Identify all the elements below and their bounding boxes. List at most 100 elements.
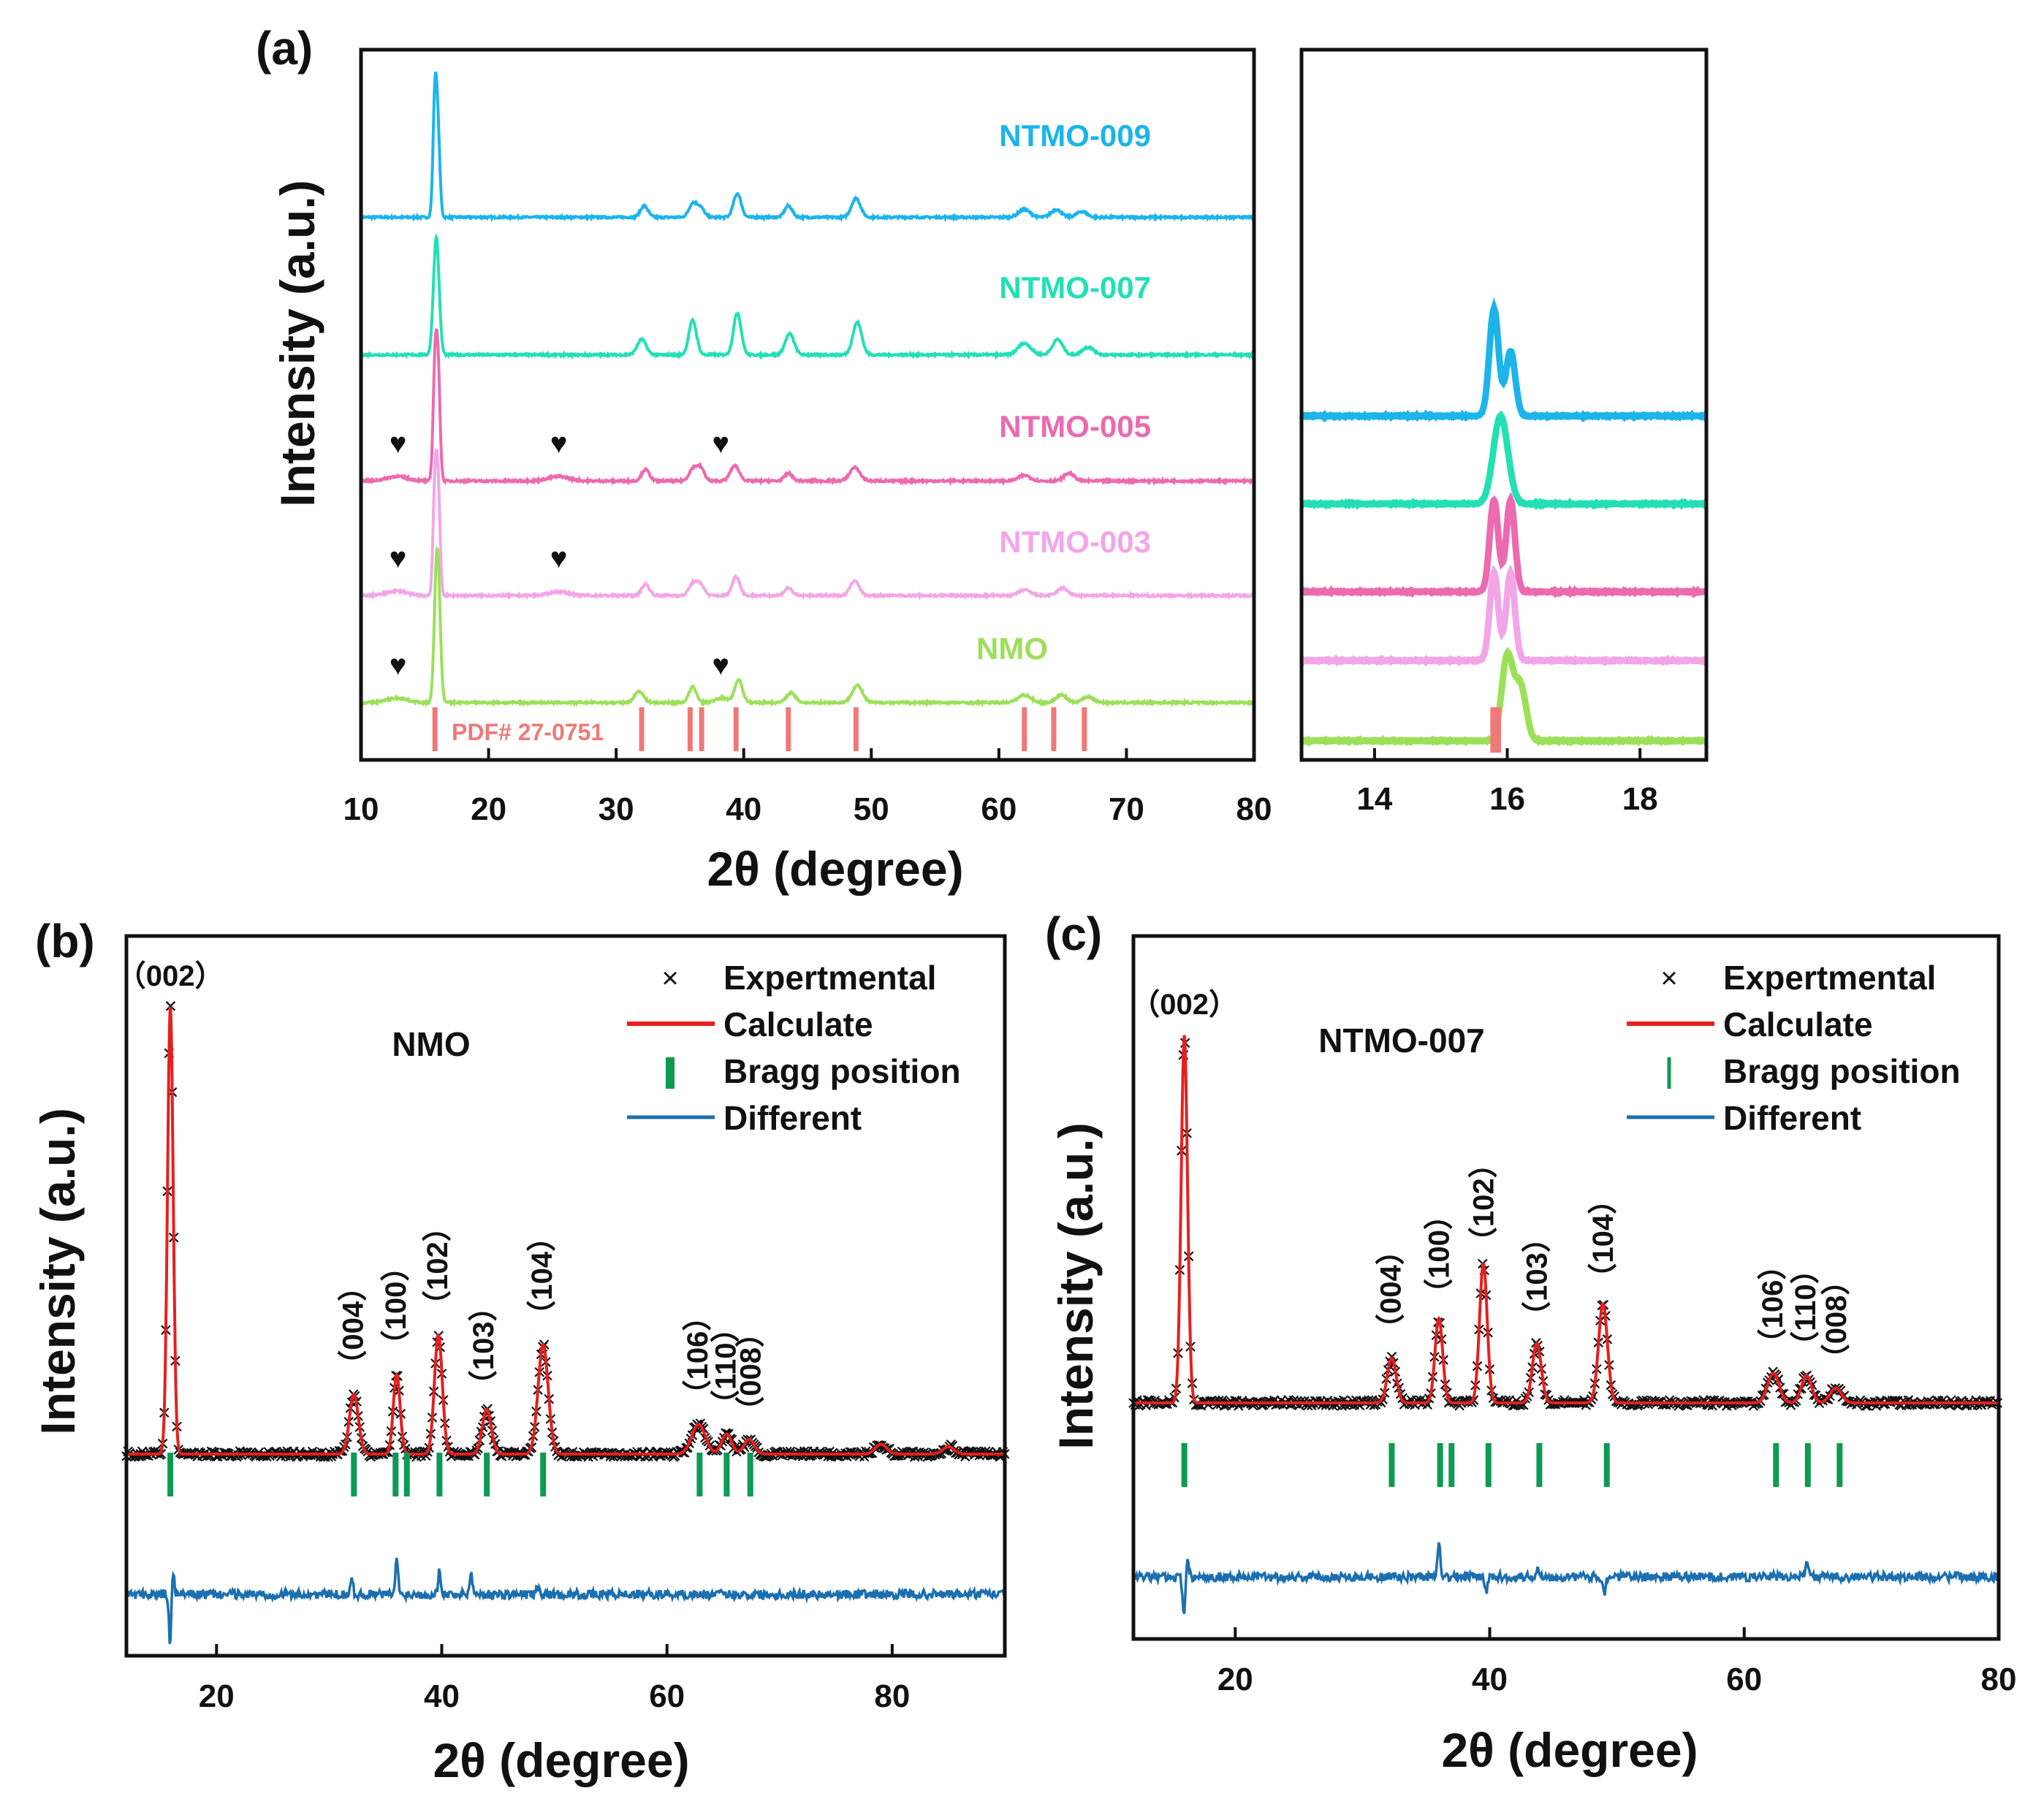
legend-c-diff-label: Different	[1723, 1099, 1861, 1137]
panel-a-traces	[360, 71, 1255, 708]
panel-c-x-ticks: 20 40 60 80	[1217, 1627, 2017, 1697]
series-label-ntmo-003: NTMO-003	[999, 525, 1151, 559]
x-tick-label: 60	[981, 791, 1017, 827]
x-tick-label: 50	[854, 791, 889, 827]
x-tick-label: 80	[1236, 791, 1272, 827]
heart-marker: ♥	[390, 542, 407, 574]
trace-ntmo-003	[360, 448, 1255, 601]
hkl-label: （104）	[1587, 1185, 1619, 1293]
x-tick-label: 10	[343, 791, 379, 827]
panel-a-x-axis-title: 2θ (degree)	[707, 842, 963, 896]
panel-c-letter: (c)	[1045, 908, 1102, 960]
panel-a-letter: (a)	[256, 22, 313, 75]
panel-b-legend: × Expertmental Calculate Bragg position …	[627, 959, 961, 1137]
series-label-ntmo-005: NTMO-005	[999, 409, 1151, 444]
inset-trace-nmo	[1299, 647, 1709, 747]
inset-trace-ntmo-005	[1299, 492, 1707, 598]
panel-b-x-ticks: 20 40 60 80	[199, 1644, 910, 1714]
panel-c-frame	[1131, 934, 2001, 1641]
panel-b-y-axis-title: Intensity (a.u.)	[31, 1108, 85, 1434]
inset-trace-ntmo-009	[1299, 297, 1709, 423]
hkl-label: （100）	[380, 1252, 412, 1360]
panel-a-impurity-markers: ♥ ♥ ♥ ♥ ♥ ♥ ♥	[390, 427, 729, 681]
calculated-curve	[126, 1007, 1005, 1456]
trace-ntmo-007	[360, 232, 1255, 360]
panel-b-sample-name: NMO	[392, 1025, 470, 1063]
series-label-ntmo-007: NTMO-007	[999, 270, 1151, 305]
panel-a-reference-label: PDF# 27-0751	[452, 719, 604, 745]
hkl-label: （106）	[682, 1302, 714, 1410]
inset-traces	[1299, 297, 1709, 747]
panel-c-x-axis-title: 2θ (degree)	[1441, 1723, 1698, 1777]
legend-c-calc-label: Calculate	[1723, 1005, 1873, 1043]
panel-b-letter: (b)	[35, 915, 95, 967]
series-label-ntmo-009: NTMO-009	[999, 118, 1151, 153]
legend-b-exp-symbol: ×	[661, 962, 678, 994]
inset-frame	[1299, 47, 1709, 762]
panel-c-plot	[1128, 1035, 2003, 1615]
inset-reference-lines	[1490, 707, 1501, 753]
x-tick-label: 40	[726, 791, 761, 827]
x-tick-label: 40	[1472, 1662, 1508, 1697]
panel-a: (a) Intensity (a.u.) 2θ (degree) PDF# 27…	[256, 22, 1272, 896]
panel-c-sample-name: NTMO-007	[1318, 1022, 1484, 1060]
legend-c-exp-symbol: ×	[1660, 962, 1677, 994]
panel-c: (c) Intensity (a.u.) 2θ (degree) NTMO-00…	[1045, 908, 2016, 1777]
x-tick-label: 20	[471, 791, 506, 827]
x-tick-label: 60	[1726, 1662, 1762, 1697]
x-tick-label: 40	[424, 1678, 460, 1714]
trace-ntmo-009	[360, 71, 1255, 223]
panel-a-x-ticks: 10 20 30 40 50 60 70 80	[343, 748, 1272, 827]
heart-marker: ♥	[550, 427, 568, 460]
heart-marker: ♥	[712, 427, 729, 460]
hkl-label: （110）	[710, 1313, 742, 1419]
experimental-points	[1128, 1038, 2003, 1411]
inset-x-tick-label: 18	[1622, 781, 1658, 817]
x-tick-label: 80	[874, 1678, 910, 1714]
trace-nmo	[360, 546, 1255, 708]
legend-b-diff-label: Different	[723, 1099, 862, 1137]
hkl-label: （106）	[1757, 1251, 1789, 1358]
x-tick-label: 30	[599, 791, 634, 827]
inset-trace-ntmo-003	[1300, 564, 1709, 667]
heart-marker: ♥	[550, 542, 568, 574]
panel-a-inset: 14 16 18	[1299, 47, 1709, 817]
heart-marker: ♥	[390, 427, 407, 460]
calculated-curve	[1133, 1035, 1999, 1404]
hkl-label: （008）	[734, 1318, 767, 1426]
x-tick-label: 80	[1981, 1662, 2017, 1697]
heart-marker: ♥	[390, 650, 407, 682]
inset-x-ticks: 14 16 18	[1356, 748, 1658, 817]
legend-c-bragg-label: Bragg position	[1723, 1052, 1961, 1090]
panel-a-frame	[359, 47, 1256, 762]
x-tick-label: 20	[199, 1678, 235, 1714]
panel-a-y-axis-title: Intensity (a.u.)	[270, 180, 324, 506]
panel-b-x-axis-title: 2θ (degree)	[433, 1733, 689, 1787]
inset-x-tick-label: 16	[1489, 781, 1525, 817]
panel-a-reference-lines	[432, 707, 1087, 751]
panel-b-plot	[121, 1001, 1010, 1645]
hkl-label: （104）	[526, 1222, 558, 1330]
legend-b-bragg-label: Bragg position	[723, 1052, 961, 1090]
hkl-label: （004）	[1375, 1236, 1407, 1343]
panel-b: (b) Intensity (a.u.) 2θ (degree) NMO （00…	[31, 915, 1010, 1787]
hkl-label: （008）	[1820, 1266, 1853, 1374]
inset-x-tick-label: 14	[1356, 781, 1392, 817]
legend-b-exp-label: Expertmental	[723, 959, 936, 997]
hkl-label: （102）	[422, 1212, 454, 1320]
x-tick-label: 20	[1217, 1662, 1253, 1697]
hkl-label: （100）	[1424, 1201, 1456, 1308]
hkl-label: （103）	[1521, 1223, 1554, 1331]
trace-ntmo-005	[360, 327, 1255, 487]
legend-b-calc-label: Calculate	[723, 1005, 873, 1043]
hkl-label: （002）	[1131, 989, 1238, 1021]
hkl-label: （110）	[1790, 1255, 1822, 1361]
panel-b-frame	[124, 934, 1007, 1658]
panel-b-hkl-labels: （002） （004） （100） （102） （103） （104） （106）（110）…	[117, 960, 767, 1426]
x-tick-label: 70	[1109, 791, 1144, 827]
difference-curve	[125, 1557, 1006, 1645]
x-tick-label: 60	[649, 1678, 685, 1714]
panel-c-y-axis-title: Intensity (a.u.)	[1049, 1122, 1103, 1449]
inset-trace-ntmo-007	[1300, 410, 1708, 511]
